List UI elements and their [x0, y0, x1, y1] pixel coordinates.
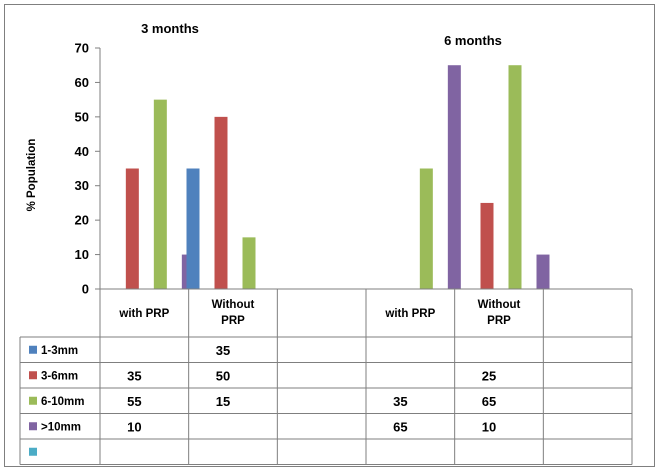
- data-label-6-10mm-1: 15: [216, 394, 230, 409]
- data-label-10mm-4: 10: [482, 419, 496, 434]
- x-tick-label: Without PRP: [212, 299, 255, 327]
- bar-layer: [125, 65, 550, 290]
- y-tick-label: 60: [75, 75, 89, 90]
- data-label-3-6mm-1: 50: [216, 368, 230, 383]
- bar-6-10mm-with-prp-3: [419, 168, 433, 289]
- y-tick-label: 70: [75, 41, 89, 56]
- data-table: [19, 288, 633, 465]
- axis-layer: [95, 47, 101, 290]
- data-label-3-6mm-4: 25: [482, 368, 496, 383]
- legend-label-3-6mm: 3-6mm: [41, 370, 78, 382]
- legend-label-6-10mm: 6-10mm: [41, 396, 84, 408]
- data-label-3-6mm-0: 35: [127, 368, 141, 383]
- bar-6-10mm-with-prp-0: [153, 99, 167, 290]
- legend-swatch-6-10mm: [29, 396, 37, 405]
- y-tick-label: 40: [75, 144, 89, 159]
- y-tick-label: 50: [75, 109, 89, 124]
- bar-6-10mm-without-prp-1: [242, 237, 256, 289]
- bar-3-6mm-with-prp-0: [125, 168, 139, 289]
- data-label-6-10mm-4: 65: [482, 394, 496, 409]
- data-label-1-3mm-1: 35: [216, 343, 230, 358]
- legend-swatch-10mm: [29, 422, 37, 431]
- chart-frame: [4, 4, 655, 467]
- data-label-10mm-0: 10: [127, 419, 141, 434]
- legend-label-10mm: >10mm: [41, 421, 81, 433]
- data-label-6-10mm-0: 55: [127, 394, 141, 409]
- legend-swatch-3-6mm: [29, 371, 37, 380]
- y-axis-title: % Population: [26, 139, 38, 212]
- text-layer: 0 10 20 30 40 50 60 70 % Population with PRP Witho…: [26, 21, 521, 434]
- group-label-1: 6 months: [444, 33, 502, 48]
- bar-3-6mm-without-prp-1: [214, 116, 228, 289]
- x-tick-label: with PRP: [118, 308, 169, 320]
- bar-1-3mm-without-prp-1: [186, 168, 200, 289]
- bar-10mm-with-prp-3: [447, 65, 461, 289]
- bar-6-10mm-without-prp-4: [508, 65, 522, 289]
- legend-swatch-blank: [29, 447, 37, 456]
- x-tick-label: with PRP: [384, 308, 435, 320]
- group-label-0: 3 months: [141, 21, 199, 36]
- y-tick-label: 0: [82, 282, 89, 297]
- y-tick-label: 20: [75, 213, 89, 228]
- bar-10mm-without-prp-4: [536, 254, 550, 289]
- bar-3-6mm-without-prp-4: [480, 202, 494, 289]
- y-tick-label: 30: [75, 178, 89, 193]
- data-label-10mm-3: 65: [393, 419, 407, 434]
- x-tick-label: Without PRP: [478, 299, 521, 327]
- legend-label-1-3mm: 1-3mm: [41, 345, 78, 357]
- y-tick-label: 10: [75, 247, 89, 262]
- data-label-6-10mm-3: 35: [393, 394, 407, 409]
- legend-swatch-1-3mm: [29, 345, 37, 354]
